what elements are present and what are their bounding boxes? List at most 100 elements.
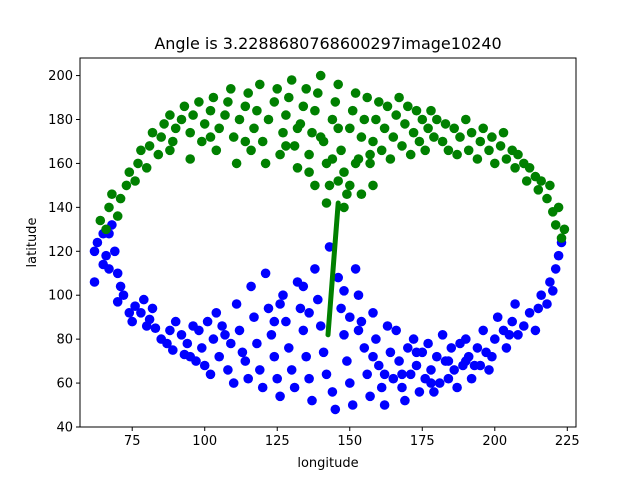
- series-1-point: [449, 123, 460, 134]
- series-0-point: [530, 325, 541, 336]
- series-1-point: [307, 127, 317, 138]
- series-0-point: [162, 338, 172, 349]
- series-1-point: [159, 119, 169, 129]
- series-1-point: [432, 114, 442, 125]
- series-1-point: [324, 180, 335, 191]
- series-1-point: [304, 167, 314, 177]
- series-0-point: [466, 373, 477, 384]
- series-1-point: [95, 215, 106, 226]
- series-1-point: [211, 145, 222, 156]
- series-1-point: [408, 127, 419, 138]
- series-0-point: [452, 382, 462, 393]
- series-0-point: [510, 299, 520, 309]
- series-0-point: [382, 321, 393, 331]
- series-1-point: [443, 145, 454, 156]
- series-1-point: [339, 167, 349, 177]
- series-1-point: [333, 176, 344, 186]
- series-0-point: [136, 308, 146, 318]
- series-0-point: [330, 404, 341, 415]
- series-1-point: [440, 119, 451, 129]
- series-1-point: [371, 114, 381, 125]
- series-1-point: [394, 92, 404, 103]
- series-0-point: [315, 321, 326, 331]
- series-1-point: [321, 198, 332, 208]
- series-0-point: [350, 264, 361, 274]
- series-0-point: [150, 323, 161, 334]
- series-0-point: [333, 272, 344, 283]
- series-1-point: [484, 145, 494, 156]
- series-1-point: [205, 132, 216, 142]
- series-1-point: [350, 158, 361, 169]
- series-1-point: [550, 220, 561, 230]
- series-1-point: [461, 114, 471, 125]
- series-1-point: [437, 136, 448, 147]
- x-tick-label: 75: [124, 434, 141, 449]
- series-0-point: [545, 277, 555, 287]
- series-0-point: [446, 343, 457, 353]
- series-1-point: [278, 127, 288, 138]
- series-0-point: [237, 347, 248, 358]
- series-0-point: [379, 400, 390, 410]
- series-0-point: [211, 308, 222, 318]
- series-0-point: [403, 343, 413, 353]
- series-0-point: [362, 369, 373, 380]
- series-0-point: [269, 316, 280, 327]
- series-1-point: [147, 127, 158, 138]
- series-1-point: [153, 149, 164, 160]
- series-1-point: [466, 127, 477, 138]
- series-1-point: [478, 123, 489, 134]
- x-tick-label: 150: [337, 434, 362, 449]
- series-0-point: [397, 382, 407, 393]
- series-0-point: [89, 246, 100, 257]
- series-1-point: [170, 123, 181, 134]
- series-1-point: [165, 145, 175, 156]
- series-0-point: [405, 369, 416, 380]
- series-0-point: [170, 316, 181, 327]
- series-1-point: [385, 154, 396, 164]
- series-1-point: [260, 158, 271, 169]
- series-1-point: [269, 97, 280, 107]
- series-0-point: [484, 365, 494, 375]
- series-0-point: [257, 382, 268, 393]
- x-tick-label: 175: [410, 434, 435, 449]
- series-0-point: [220, 330, 230, 340]
- series-1-point: [220, 110, 230, 120]
- series-1-point: [359, 114, 370, 125]
- series-1-point: [272, 84, 283, 94]
- y-tick-label: 120: [48, 245, 73, 260]
- series-0-point: [359, 343, 370, 353]
- series-0-point: [191, 356, 201, 366]
- series-1-point: [179, 101, 190, 112]
- series-0-point: [411, 347, 422, 358]
- y-tick-label: 60: [56, 377, 73, 392]
- series-1-point: [286, 75, 297, 85]
- series-0-point: [89, 277, 100, 287]
- series-1-point: [243, 88, 253, 98]
- series-0-point: [260, 268, 271, 279]
- y-tick-label: 140: [48, 201, 73, 216]
- series-1-point: [226, 84, 236, 94]
- series-0-point: [336, 303, 346, 314]
- series-0-point: [124, 308, 135, 318]
- series-1-point: [495, 141, 506, 151]
- series-0-point: [165, 325, 175, 336]
- series-1-point: [487, 132, 497, 142]
- series-1-point: [362, 92, 373, 103]
- series-0-point: [414, 387, 425, 397]
- plot-area: [89, 70, 570, 415]
- series-0-point: [550, 264, 561, 274]
- series-0-point: [469, 360, 480, 371]
- series-0-point: [240, 356, 251, 366]
- series-0-point: [478, 325, 489, 336]
- x-tick-label: 125: [265, 434, 290, 449]
- series-0-point: [307, 395, 317, 406]
- series-1-point: [121, 180, 132, 191]
- series-0-point: [243, 373, 253, 384]
- series-1-point: [510, 163, 520, 173]
- series-0-point: [139, 294, 149, 305]
- series-1-point: [374, 97, 384, 107]
- series-1-point: [342, 189, 352, 199]
- series-0-point: [548, 286, 558, 296]
- series-0-point: [353, 325, 364, 336]
- series-1-point: [252, 105, 262, 116]
